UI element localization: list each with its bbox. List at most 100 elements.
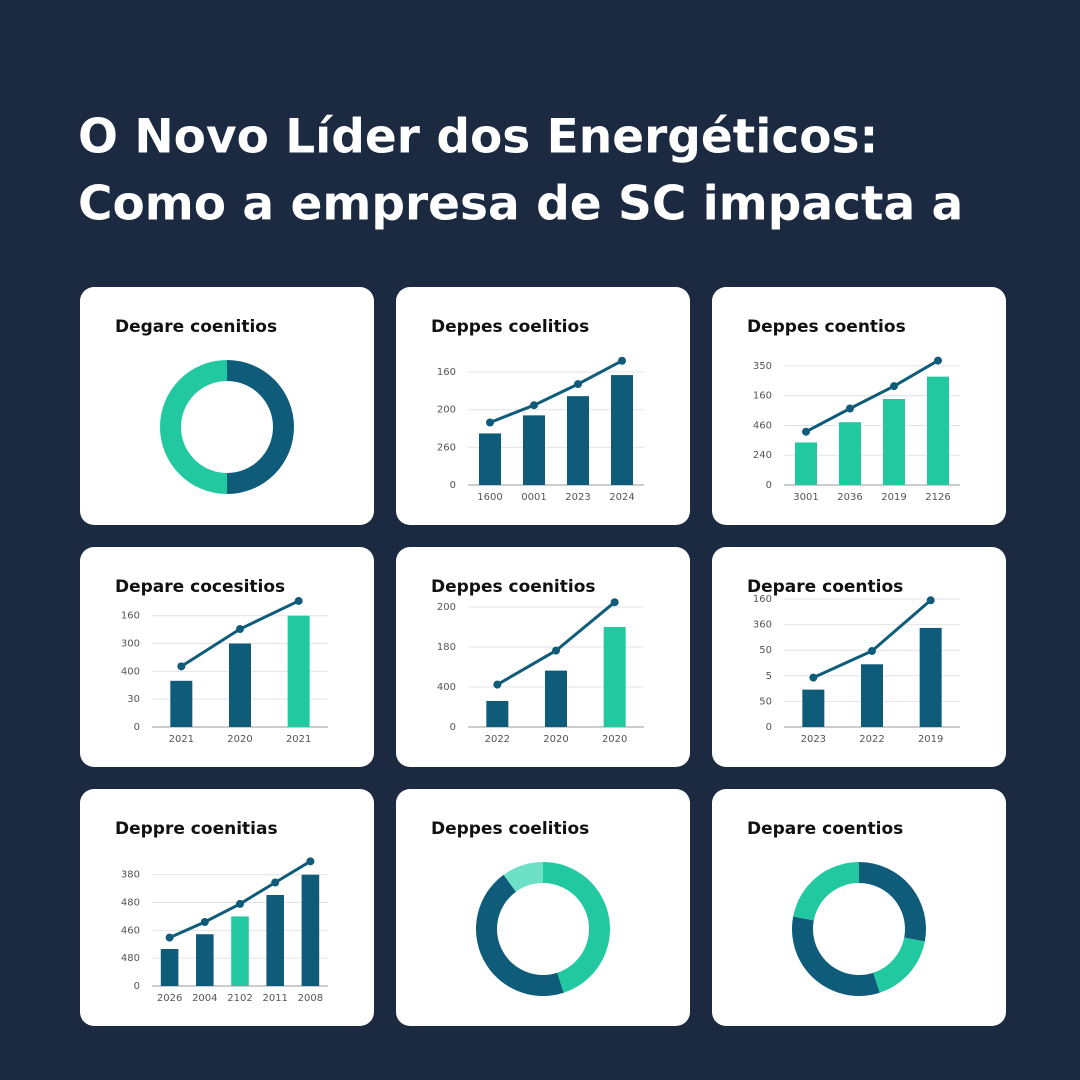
line-point — [236, 899, 244, 908]
x-tick-label: 2102 — [227, 993, 252, 1004]
donut-segment — [227, 360, 294, 494]
donut-segment — [859, 862, 926, 942]
y-tick-label: 180 — [437, 642, 456, 653]
y-tick-label: 260 — [437, 442, 456, 453]
y-tick-label: 50 — [759, 645, 772, 656]
line-point — [926, 596, 935, 605]
y-tick-label: 160 — [121, 611, 140, 622]
donut-segment — [793, 862, 859, 921]
x-tick-label: 2036 — [837, 492, 862, 503]
bar — [603, 627, 626, 727]
x-tick-label: 2021 — [169, 734, 194, 745]
card — [80, 287, 374, 525]
y-tick-label: 350 — [753, 361, 772, 372]
bar — [170, 680, 193, 727]
bar — [486, 701, 509, 727]
chart-title: Depare cocesitios — [115, 577, 285, 597]
line-point — [846, 404, 854, 413]
x-tick-label: 2020 — [602, 734, 627, 745]
y-tick-label: 480 — [121, 898, 140, 909]
line-point — [294, 596, 303, 605]
y-tick-label: 50 — [759, 696, 772, 707]
x-tick-label: 2024 — [609, 492, 634, 503]
y-tick-label: 0 — [450, 480, 456, 491]
bar — [839, 422, 861, 485]
line-point — [486, 418, 494, 427]
x-tick-label: 2019 — [918, 734, 943, 745]
x-tick-label: 3001 — [793, 492, 818, 503]
bar — [229, 643, 251, 727]
y-tick-label: 160 — [437, 367, 456, 378]
line-point — [236, 625, 244, 634]
y-tick-label: 460 — [753, 420, 772, 431]
y-tick-label: 400 — [437, 682, 456, 693]
bar — [266, 895, 284, 986]
y-tick-label: 380 — [121, 870, 140, 881]
line-point — [934, 356, 942, 365]
line-point — [809, 673, 818, 682]
x-tick-label: 2022 — [485, 734, 510, 745]
card — [712, 789, 1006, 1026]
title-line: Como a empresa de SC impacta a — [78, 177, 963, 232]
x-tick-label: 2022 — [859, 734, 884, 745]
x-tick-label: 2126 — [925, 492, 950, 503]
y-tick-label: 0 — [134, 722, 140, 733]
donut-segment — [160, 360, 227, 494]
chart-title: Depare coentios — [747, 819, 903, 839]
bar — [795, 442, 817, 485]
line — [805, 359, 939, 434]
y-tick-label: 300 — [121, 639, 140, 650]
chart-title: Deppes coenitios — [431, 577, 596, 597]
y-tick-label: 200 — [437, 602, 456, 613]
line-point — [530, 401, 538, 410]
y-tick-label: 30 — [127, 694, 140, 705]
x-tick-label: 1600 — [477, 492, 502, 503]
x-tick-label: 0001 — [521, 492, 546, 503]
x-tick-label: 2020 — [543, 734, 568, 745]
y-tick-label: 240 — [753, 450, 772, 461]
x-tick-label: 2021 — [286, 734, 311, 745]
bar — [287, 615, 310, 727]
line-point — [574, 380, 582, 389]
bar — [523, 415, 545, 485]
line-point — [177, 662, 186, 671]
line-point — [618, 356, 626, 365]
y-tick-label: 160 — [753, 594, 772, 605]
x-tick-label: 2023 — [565, 492, 590, 503]
x-tick-label: 2020 — [227, 734, 252, 745]
line-point — [271, 878, 280, 887]
donut-segment — [543, 862, 610, 993]
chart-title: Deppes coelitios — [431, 317, 589, 337]
card — [396, 789, 690, 1026]
x-tick-label: 2023 — [801, 734, 826, 745]
bar — [883, 398, 905, 485]
donut-segment — [503, 862, 543, 892]
y-tick-label: 0 — [134, 981, 140, 992]
y-tick-label: 200 — [437, 405, 456, 416]
y-tick-label: 0 — [766, 722, 772, 733]
x-tick-label: 2026 — [157, 993, 182, 1004]
line — [489, 359, 623, 424]
y-tick-label: 5 — [766, 671, 772, 682]
bar — [545, 670, 567, 727]
bar — [919, 627, 942, 727]
y-tick-label: 360 — [753, 620, 772, 631]
line-point — [552, 646, 560, 655]
x-tick-label: 2008 — [298, 993, 323, 1004]
chart-title: Deppes coelitios — [431, 819, 589, 839]
bar — [196, 934, 214, 986]
chart-title: Deppre coenitias — [115, 819, 278, 839]
chart-title: Degare coenitios — [115, 317, 277, 337]
x-tick-label: 2019 — [881, 492, 906, 503]
donut-segment — [475, 874, 564, 996]
y-tick-label: 0 — [450, 722, 456, 733]
y-tick-label: 160 — [753, 391, 772, 402]
chart-title: Depare coentios — [747, 577, 903, 597]
y-tick-label: 460 — [121, 925, 140, 936]
y-tick-label: 480 — [121, 953, 140, 964]
bar — [301, 874, 320, 986]
donut-segment — [873, 937, 925, 993]
bar — [160, 948, 179, 986]
bar — [479, 433, 501, 485]
